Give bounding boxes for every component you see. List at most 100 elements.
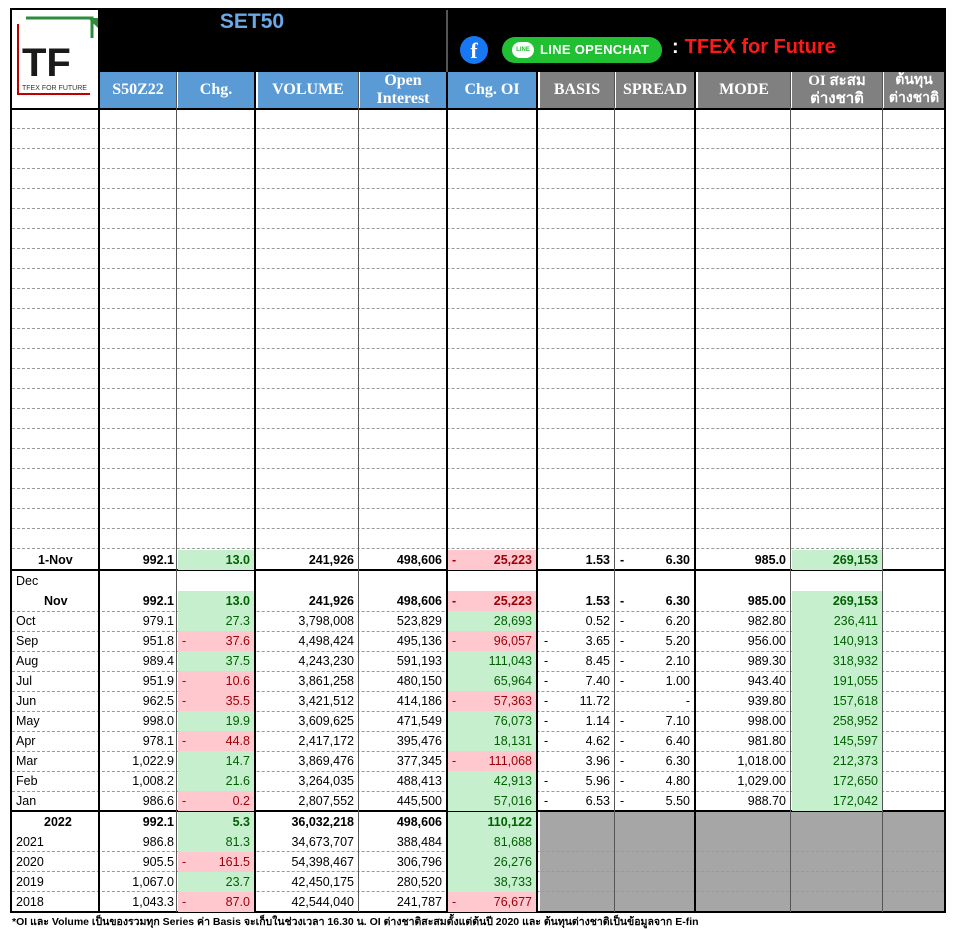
negative-marker: - (544, 654, 549, 668)
month-basis: - 4.62 (540, 731, 614, 751)
yearly-row: 2022 992.1 5.3 36,032,218 498,606 110,122 (12, 812, 944, 832)
month-volume: 3,264,035 (298, 774, 354, 788)
month-chg-value: 44.8 (225, 734, 250, 748)
month-oi: 495,136 (396, 634, 442, 648)
month-oi: 377,345 (396, 754, 442, 768)
month-mode: 943.40 (747, 674, 786, 688)
year-price: 905.5 (142, 855, 174, 869)
month-foreign-oi: 236,411 (792, 611, 882, 631)
daily-oi: 498,606 (396, 553, 442, 567)
month-chg-oi: 65,964 (448, 671, 536, 691)
negative-marker: - (452, 895, 457, 909)
month-volume: 3,609,625 (298, 714, 354, 728)
month-chg-oi-value: 76,073 (493, 714, 532, 728)
logo-letters: TF (22, 41, 71, 85)
column-divider (790, 72, 791, 912)
month-chg: - 0.2 (178, 791, 254, 811)
year-chg-oi-value: 81,688 (493, 835, 532, 849)
negative-marker: - (620, 734, 625, 748)
month-basis-value: 4.62 (585, 734, 610, 748)
month-oi: 471,549 (396, 714, 442, 728)
month-volume: 3,421,512 (298, 694, 354, 708)
month-spread: - 4.80 (616, 771, 694, 791)
negative-marker: - (452, 594, 457, 608)
year-volume: 34,673,707 (291, 835, 354, 849)
row-divider (12, 208, 944, 209)
month-chg-oi: 111,043 (448, 651, 536, 671)
row-divider (12, 388, 944, 389)
month-chg: 27.3 (178, 611, 254, 631)
month-volume: 4,498,424 (298, 634, 354, 648)
year-label: 2020 (16, 855, 44, 869)
month-spread-value: 1.00 (665, 674, 690, 688)
year-price: 1,043.3 (132, 895, 174, 909)
month-mode: 982.80 (747, 614, 786, 628)
month-chg-oi: - 25,223 (448, 591, 536, 611)
month-basis: 1.53 (540, 591, 614, 611)
month-spread-value: 6.40 (665, 734, 690, 748)
month-basis: - 7.40 (540, 671, 614, 691)
month-chg: 21.6 (178, 771, 254, 791)
year-chg-value: 161.5 (218, 855, 250, 869)
month-chg-oi-value: 96,057 (493, 634, 532, 648)
month-basis-value: 1.53 (585, 594, 610, 608)
yearly-row: 2020 905.5- 161.5 54,398,467 306,796 26,276 (12, 852, 944, 872)
month-foreign-oi: 318,932 (792, 651, 882, 671)
month-label: Sep (16, 634, 39, 648)
row-divider (12, 128, 944, 129)
month-spread-value: 5.50 (665, 794, 690, 808)
negative-marker: - (182, 895, 187, 909)
year-chg: - 161.5 (178, 852, 254, 872)
month-label: May (16, 714, 40, 728)
column-divider (358, 72, 359, 912)
month-basis-value: 3.65 (585, 634, 610, 648)
year-volume: 42,450,175 (291, 875, 354, 889)
column-divider (694, 72, 696, 912)
month-spread: - 7.10 (616, 711, 694, 731)
month-basis: - 3.65 (540, 631, 614, 651)
daily-volume: 241,926 (308, 553, 354, 567)
year-chg-value: 81.3 (225, 835, 250, 849)
month-chg-value: 10.6 (225, 674, 250, 688)
row-divider (12, 368, 944, 369)
header-separator (12, 108, 944, 110)
month-chg-oi: 18,131 (448, 731, 536, 751)
col-header-chg: Chg. (178, 72, 254, 108)
month-chg-oi-value: 18,131 (493, 734, 532, 748)
negative-marker: - (182, 855, 187, 869)
monthly-row: May 998.0 19.9 3,609,625 471,549 76,073-1.14-… (12, 711, 944, 731)
month-mode: 988.70 (747, 794, 786, 808)
year-oi: 388,484 (396, 835, 442, 849)
month-price: 1,008.2 (132, 774, 174, 788)
month-basis: - 8.45 (540, 651, 614, 671)
negative-marker: - (544, 634, 549, 648)
column-divider (254, 72, 256, 912)
empty-yearly-block (540, 812, 944, 912)
month-chg: 19.9 (178, 711, 254, 731)
year-chg-oi-value: 26,276 (493, 855, 532, 869)
column-divider (446, 72, 448, 912)
month-label: Jan (16, 794, 37, 808)
negative-marker: - (620, 714, 625, 728)
negative-marker: - (182, 694, 187, 708)
row-divider (12, 248, 944, 249)
month-mode: 985.00 (747, 594, 786, 608)
negative-marker: - (620, 634, 625, 648)
year-chg-oi-value: 76,677 (493, 895, 532, 909)
line-openchat-button[interactable]: LINE LINE OPENCHAT (502, 37, 662, 63)
daily-row: 1-Nov 992.1 13.0 241,926 498,606 -25,223… (12, 550, 944, 570)
page-title: TFEX SET50 Summary (160, 10, 386, 33)
month-volume: 3,869,476 (298, 754, 354, 768)
negative-marker: - (544, 694, 549, 708)
month-oi: 498,606 (396, 594, 442, 608)
negative-marker: - (620, 674, 625, 688)
row-divider (12, 528, 944, 529)
month-chg-value: 13.0 (225, 594, 250, 608)
column-divider (882, 72, 883, 912)
facebook-icon[interactable]: f (460, 36, 488, 64)
month-price: 951.9 (142, 674, 174, 688)
col-header-foreign-cost: ต้นทุน ต่างชาติ (884, 72, 944, 108)
month-spread-value: 6.20 (665, 614, 690, 628)
month-chg-value: 27.3 (225, 614, 250, 628)
month-spread: - 6.30 (616, 591, 694, 611)
